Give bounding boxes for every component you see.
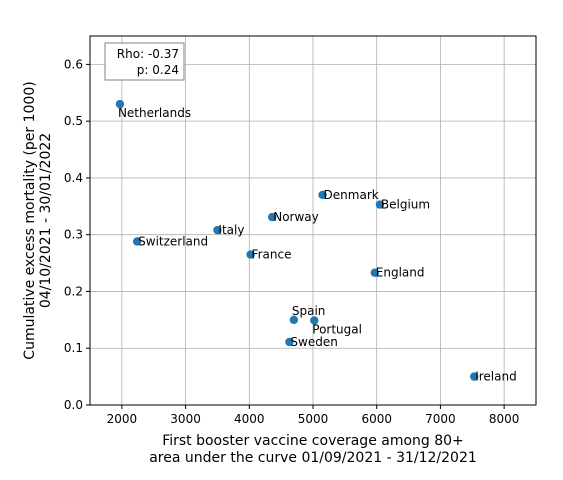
- point-label-ireland: Ireland: [475, 370, 517, 384]
- data-points: [115, 99, 479, 381]
- plot-frame: [89, 35, 537, 406]
- y-tick-label: 0.0: [64, 398, 83, 412]
- stats-rho-text: Rho: -0.37: [117, 47, 179, 61]
- stats-box: Rho: -0.37 p: 0.24: [104, 42, 185, 81]
- y-tick-label: 0.4: [64, 171, 83, 185]
- data-point-spain: [289, 315, 299, 325]
- data-point-sweden: [285, 337, 294, 347]
- point-label-portugal: Portugal: [312, 322, 362, 336]
- y-axis-label-line-1: Cumulative excess mortality (per 1000): [22, 81, 38, 359]
- x-tick-label: 3000: [170, 412, 201, 426]
- data-point-belgium: [375, 200, 385, 209]
- point-label-italy: Italy: [218, 223, 244, 237]
- point-label-netherlands: Netherlands: [118, 106, 191, 120]
- point-label-belgium: Belgium: [381, 198, 430, 212]
- point-label-switzerland: Switzerland: [138, 235, 208, 249]
- y-tick-label: 0.5: [64, 114, 83, 128]
- x-tick-label: 2000: [107, 412, 138, 426]
- data-point-england: [370, 268, 380, 277]
- point-label-sweden: Sweden: [290, 335, 337, 349]
- axis-ticks: 2000 3000 4000 5000 6000 7000 8000 0.0 0.1 0.2 0.3…: [64, 57, 520, 426]
- point-label-denmark: Denmark: [324, 188, 379, 202]
- point-label-norway: Norway: [273, 210, 319, 224]
- point-label-france: France: [252, 248, 292, 262]
- data-point-denmark: [318, 190, 327, 200]
- data-point-france: [246, 250, 255, 259]
- x-tick-label: 7000: [425, 412, 456, 426]
- point-labels: Netherlands Switzerland Italy France Norway D…: [118, 106, 517, 383]
- x-tick-label: 8000: [489, 412, 520, 426]
- data-point-ireland: [469, 372, 479, 381]
- x-axis-label-line-2: area under the curve 01/09/2021 - 31/12/…: [149, 450, 477, 466]
- data-point-norway: [268, 212, 277, 222]
- data-point-portugal: [310, 316, 319, 325]
- y-tick-label: 0.3: [64, 228, 83, 242]
- data-point-switzerland: [132, 237, 142, 246]
- y-tick-label: 0.2: [64, 284, 83, 298]
- x-tick-label: 5000: [298, 412, 329, 426]
- x-tick-label: 4000: [234, 412, 265, 426]
- y-tick-label: 0.6: [64, 57, 83, 71]
- y-tick-label: 0.1: [64, 341, 83, 355]
- data-point-netherlands: [115, 99, 125, 109]
- point-label-spain: Spain: [292, 304, 326, 318]
- x-axis-label-line-1: First booster vaccine coverage among 80+: [162, 433, 464, 449]
- grid: [90, 36, 536, 406]
- stats-box-frame: [104, 42, 185, 81]
- point-label-england: England: [376, 266, 425, 280]
- stats-p-text: p: 0.24: [137, 63, 179, 77]
- data-point-italy: [213, 225, 222, 235]
- y-axis-label-line-2: 04/10/2021 - 30/01/2022: [38, 133, 54, 308]
- x-tick-label: 6000: [361, 412, 392, 426]
